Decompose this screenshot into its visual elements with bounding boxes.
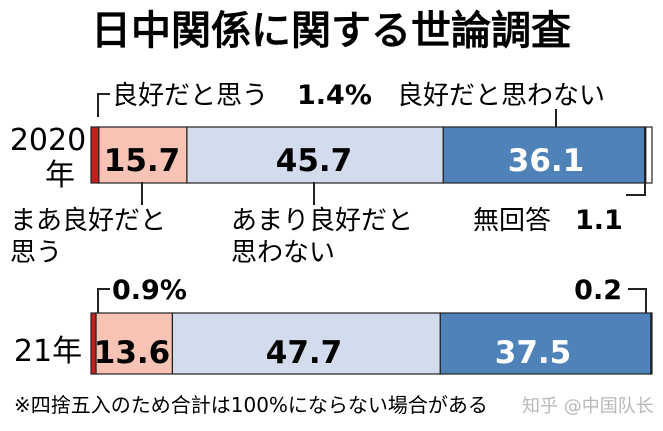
good-21-value: 0.9% bbox=[112, 275, 187, 306]
bar-label-2020-fairly-good: 15.7 bbox=[104, 143, 181, 179]
rather-not-label-1: あまり良好だと bbox=[231, 206, 413, 236]
year-21-label: 21年 bbox=[14, 334, 82, 369]
watermark: 知乎 @中国队长 bbox=[522, 396, 654, 417]
chart-title: 日中関係に関する世論調査 bbox=[91, 8, 571, 54]
bar-segment-2020-good bbox=[90, 126, 100, 184]
good-2020-leader bbox=[97, 93, 110, 117]
bar-segment-21-not-good bbox=[439, 312, 652, 375]
bar-label-2020-not-good: 36.1 bbox=[508, 143, 585, 179]
year-2020-label: 2020 bbox=[10, 123, 86, 158]
good-2020-value: 1.4% bbox=[297, 80, 372, 111]
bar-row-2020 bbox=[90, 126, 653, 184]
fairly-good-label-1: まあ良好だと bbox=[10, 206, 166, 236]
footnote: ※四捨五入のため合計は100%にならない場合がある bbox=[14, 393, 488, 417]
bar-label-21-fairly-good: 13.6 bbox=[94, 335, 171, 371]
no-answer-21-value: 0.2 bbox=[574, 275, 622, 306]
no-answer-label: 無回答 bbox=[473, 206, 551, 236]
bar-segment-2020-not-good bbox=[442, 126, 647, 184]
bar-row-21 bbox=[90, 312, 653, 375]
bar-label-2020-rather-not: 45.7 bbox=[276, 143, 353, 179]
bar-segment-21-no-answer bbox=[650, 312, 653, 375]
no-answer-2020-leader bbox=[626, 127, 646, 196]
no-answer-2020-value: 1.1 bbox=[575, 205, 623, 236]
bar-segment-2020-rather-not bbox=[186, 126, 444, 184]
bar-label-21-rather-not: 47.7 bbox=[266, 335, 343, 371]
bar-segment-21-rather-not bbox=[171, 312, 441, 375]
bar-label-21-not-good: 37.5 bbox=[495, 335, 572, 371]
notgood-label: 良好だと思わない bbox=[397, 81, 605, 111]
bar-segment-21-fairly-good bbox=[95, 312, 174, 375]
fairly-good-label-2: 思う bbox=[10, 238, 62, 268]
good-2020-label: 良好だと思う bbox=[112, 81, 268, 111]
no-answer-21-leader bbox=[628, 288, 647, 313]
year-2020-suffix: 年 bbox=[45, 158, 75, 193]
good-21-leader bbox=[97, 288, 110, 313]
bar-segment-2020-fairly-good bbox=[98, 126, 188, 184]
rather-not-label-2: 思わない bbox=[231, 238, 335, 268]
bar-segment-2020-no-answer bbox=[645, 126, 653, 184]
